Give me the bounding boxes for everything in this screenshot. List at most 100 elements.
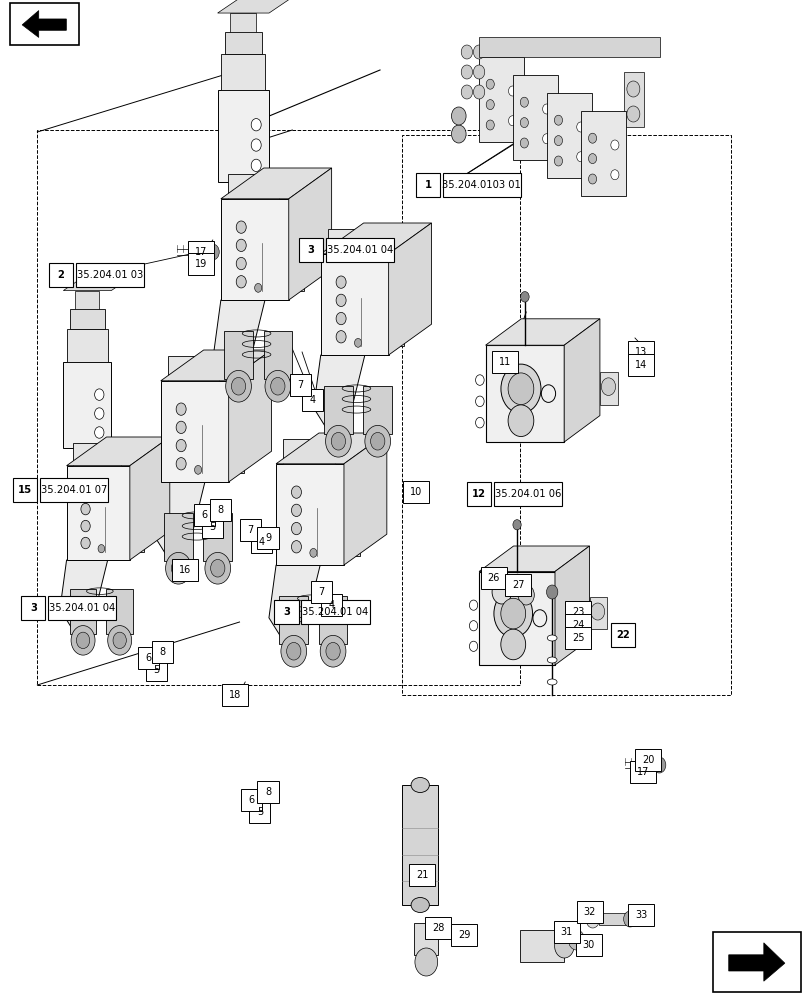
Text: 30: 30 (581, 940, 594, 950)
Circle shape (473, 65, 484, 79)
Circle shape (568, 930, 584, 950)
Bar (311, 581, 332, 603)
Circle shape (461, 85, 472, 99)
Bar (210, 499, 231, 521)
Bar (67, 466, 130, 560)
Circle shape (542, 134, 550, 144)
Text: 21: 21 (415, 870, 428, 880)
Circle shape (370, 432, 384, 450)
Text: 29: 29 (457, 930, 470, 940)
Bar (325, 238, 393, 262)
Circle shape (588, 174, 596, 184)
Circle shape (520, 97, 528, 107)
Circle shape (206, 244, 219, 260)
Text: 22: 22 (616, 630, 629, 640)
Circle shape (576, 122, 584, 132)
Text: 9: 9 (264, 533, 271, 543)
Bar (75, 291, 99, 309)
Circle shape (176, 439, 186, 452)
Text: 1: 1 (424, 180, 431, 190)
Circle shape (291, 541, 301, 553)
Polygon shape (344, 433, 386, 565)
Circle shape (310, 548, 316, 557)
Circle shape (493, 590, 532, 637)
Bar (414, 923, 438, 955)
Bar (415, 173, 440, 197)
Circle shape (165, 552, 191, 584)
Bar (13, 478, 37, 502)
Bar (289, 212, 304, 291)
Text: 7: 7 (297, 380, 303, 390)
Circle shape (71, 626, 95, 655)
Text: 19: 19 (195, 259, 208, 269)
Text: 5: 5 (209, 522, 216, 532)
Circle shape (469, 621, 477, 631)
Bar (222, 684, 248, 706)
Bar (451, 924, 477, 946)
Bar (504, 574, 530, 596)
Polygon shape (727, 943, 784, 981)
Text: 25: 25 (571, 633, 584, 643)
Bar (363, 386, 392, 434)
Circle shape (623, 911, 636, 927)
Circle shape (336, 276, 345, 288)
Circle shape (176, 403, 186, 415)
Bar (40, 478, 108, 502)
Bar (478, 57, 523, 142)
Bar (493, 482, 561, 506)
Bar (49, 263, 73, 287)
Text: 35.204.01 07: 35.204.01 07 (41, 485, 107, 495)
Bar (221, 54, 265, 90)
Circle shape (364, 425, 390, 457)
Polygon shape (289, 168, 331, 300)
Polygon shape (320, 223, 431, 254)
Circle shape (500, 598, 525, 629)
Text: 24: 24 (571, 620, 584, 630)
Text: 8: 8 (264, 787, 271, 797)
Text: 17: 17 (636, 767, 649, 777)
Circle shape (652, 757, 665, 773)
Circle shape (286, 642, 301, 660)
Text: 4: 4 (309, 395, 315, 405)
Circle shape (475, 396, 483, 407)
Bar (629, 761, 655, 783)
Bar (623, 72, 643, 127)
Text: 3: 3 (30, 603, 36, 613)
Polygon shape (268, 565, 320, 662)
Polygon shape (60, 560, 108, 650)
Polygon shape (554, 546, 589, 665)
Bar (324, 386, 352, 434)
Bar (328, 229, 379, 254)
Circle shape (236, 276, 246, 288)
Bar (298, 238, 323, 262)
Circle shape (251, 139, 261, 151)
Text: 35.204.01 03: 35.204.01 03 (76, 270, 143, 280)
Circle shape (491, 580, 511, 604)
Bar (249, 801, 270, 823)
Bar (480, 567, 506, 589)
Polygon shape (388, 223, 431, 355)
Circle shape (554, 136, 562, 146)
Text: 3: 3 (283, 607, 290, 617)
Bar (575, 934, 601, 956)
Circle shape (520, 138, 528, 148)
Circle shape (601, 378, 615, 395)
Circle shape (195, 465, 201, 474)
Text: 14: 14 (634, 360, 647, 370)
Circle shape (291, 504, 301, 517)
Circle shape (225, 370, 251, 402)
Polygon shape (564, 319, 599, 442)
Polygon shape (161, 350, 271, 381)
Polygon shape (221, 168, 331, 199)
Circle shape (520, 118, 528, 128)
Polygon shape (478, 546, 589, 572)
Circle shape (554, 115, 562, 125)
Circle shape (210, 559, 225, 577)
Circle shape (251, 119, 261, 131)
Circle shape (542, 104, 550, 114)
Bar (581, 111, 625, 196)
Circle shape (508, 405, 533, 437)
Circle shape (576, 152, 584, 162)
Ellipse shape (410, 898, 429, 912)
Bar (70, 589, 97, 634)
